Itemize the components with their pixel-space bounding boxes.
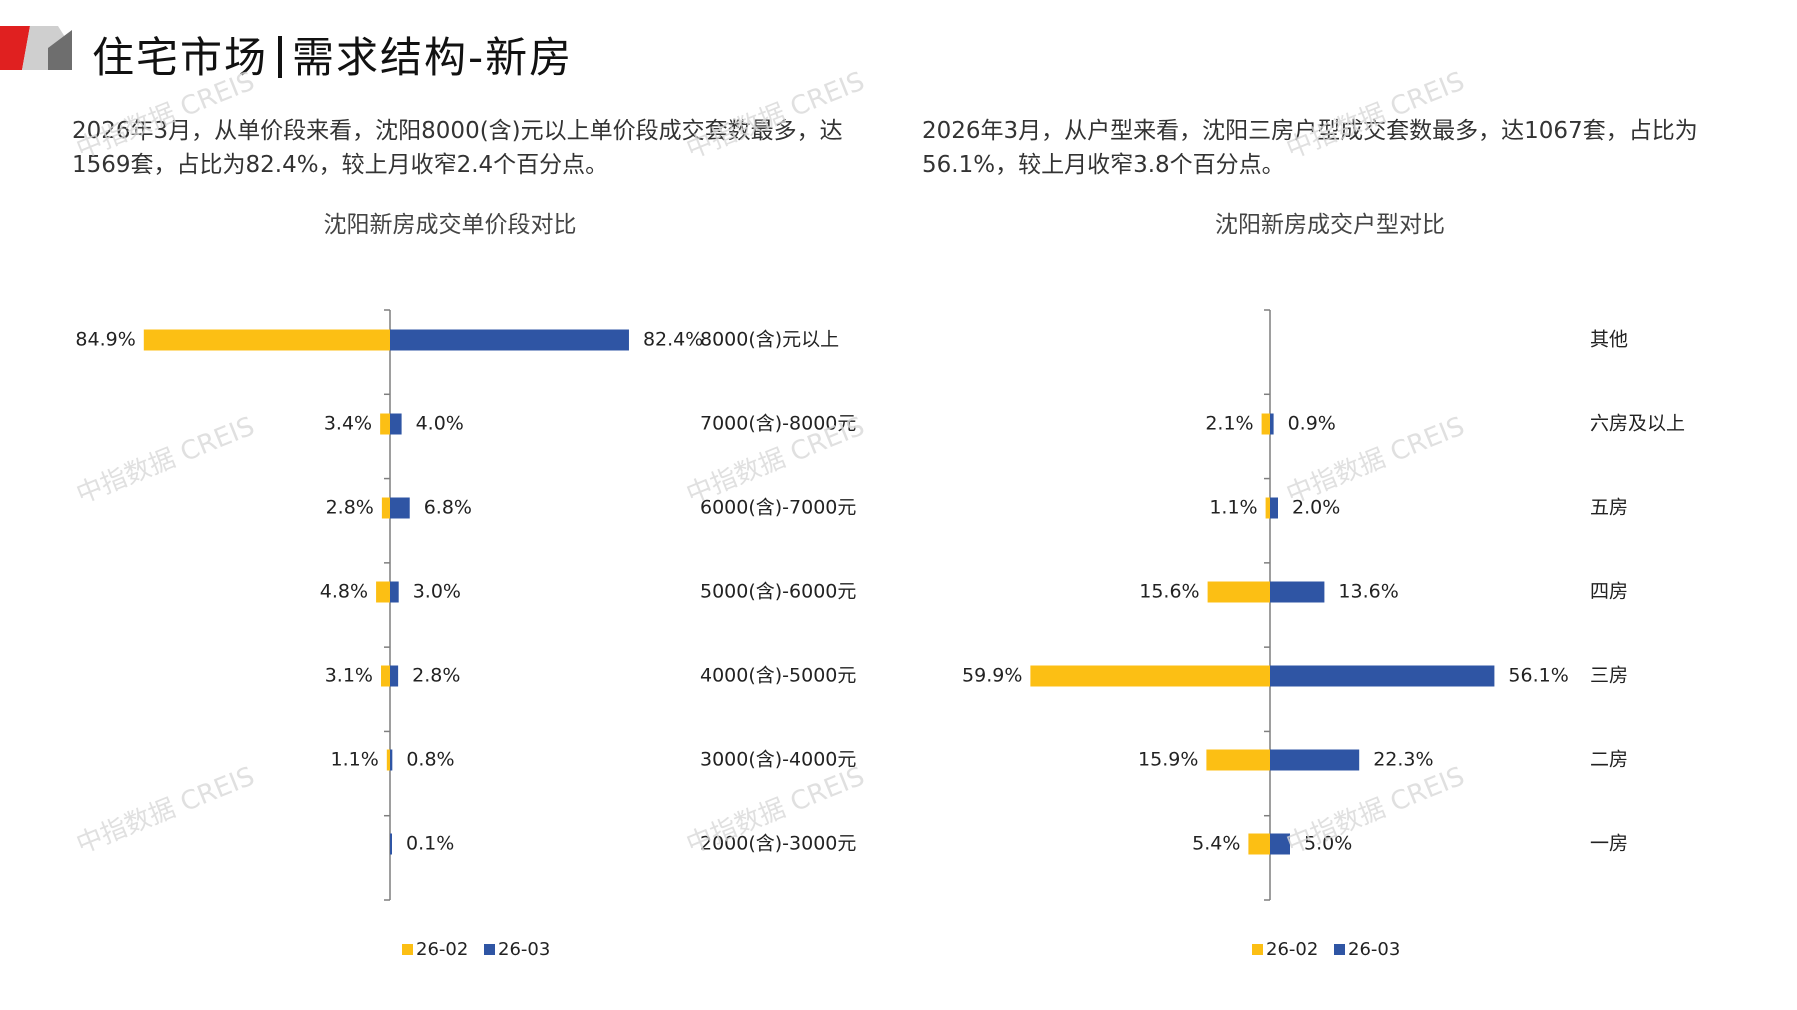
category-label: 5000(含)-6000元 [700, 581, 856, 603]
data-label-26-03: 56.1% [1508, 665, 1568, 687]
data-label-26-03: 0.1% [406, 833, 454, 855]
category-label: 4000(含)-5000元 [700, 665, 856, 687]
category-label: 一房 [1590, 833, 1628, 855]
category-label: 2000(含)-3000元 [700, 833, 856, 855]
bar-26-02 [1261, 413, 1270, 435]
data-label-26-03: 2.8% [412, 665, 460, 687]
bar-26-03 [1270, 581, 1325, 603]
page-header: 住宅市场 需求结构-新房 [0, 20, 800, 82]
bar-26-03 [390, 413, 402, 435]
page-title: 住宅市场 需求结构-新房 [92, 24, 573, 85]
page-title-sub: 需求结构-新房 [292, 33, 574, 82]
chart-room-panel: 沈阳新房成交户型对比 其他六房及以上 2.1% 0.9% 五房 1.1% 2.0% 四房 15… [900, 205, 1760, 995]
description-right: 2026年3月，从户型来看，沈阳三房户型成交套数最多，达1067套，占比为56.… [922, 118, 1698, 178]
category-label: 三房 [1590, 665, 1628, 687]
data-label-26-02: 2.1% [1205, 413, 1253, 435]
bar-26-02 [1248, 833, 1270, 855]
data-label-26-02: 3.1% [325, 665, 373, 687]
data-label-26-03: 22.3% [1373, 749, 1433, 771]
legend-label-26-02: 26-02 [416, 939, 468, 960]
legend-swatch-26-03 [484, 944, 495, 955]
category-label: 五房 [1590, 497, 1628, 519]
data-label-26-02: 15.6% [1139, 581, 1199, 603]
bar-26-02 [1206, 749, 1270, 771]
bar-26-03 [390, 581, 399, 603]
data-label-26-03: 4.0% [416, 413, 464, 435]
data-label-26-02: 4.8% [320, 581, 368, 603]
category-label: 6000(含)-7000元 [700, 497, 856, 519]
data-label-26-03: 5.0% [1304, 833, 1352, 855]
bar-26-02 [1207, 581, 1270, 603]
chart-title-room: 沈阳新房成交户型对比 [1215, 212, 1445, 238]
category-label: 3000(含)-4000元 [700, 749, 856, 771]
bar-26-03 [1270, 665, 1495, 687]
legend-label-26-03: 26-03 [1348, 939, 1400, 960]
bar-26-03 [390, 497, 410, 519]
bar-26-02 [386, 749, 390, 771]
legend-label-26-03: 26-03 [498, 939, 550, 960]
data-label-26-03: 2.0% [1292, 497, 1340, 519]
data-label-26-03: 0.8% [406, 749, 454, 771]
data-label-26-02: 5.4% [1192, 833, 1240, 855]
bar-26-02 [380, 413, 390, 435]
category-label: 8000(含)元以上 [700, 329, 839, 351]
data-label-26-02: 2.8% [326, 497, 374, 519]
bar-26-03 [1270, 413, 1274, 435]
data-label-26-02: 1.1% [331, 749, 379, 771]
data-label-26-02: 3.4% [324, 413, 372, 435]
bar-26-02 [381, 497, 390, 519]
category-label: 7000(含)-8000元 [700, 413, 856, 435]
title-separator [278, 36, 283, 78]
data-label-26-03: 82.4% [643, 329, 703, 351]
bar-26-03 [390, 329, 629, 351]
legend-swatch-26-02 [1252, 944, 1263, 955]
bar-26-03 [1270, 497, 1278, 519]
category-label: 六房及以上 [1590, 413, 1685, 435]
data-label-26-02: 59.9% [962, 665, 1022, 687]
bar-26-02 [1265, 497, 1270, 519]
bar-26-03 [390, 665, 399, 687]
data-label-26-03: 6.8% [424, 497, 472, 519]
data-label-26-03: 13.6% [1338, 581, 1398, 603]
data-label-26-02: 84.9% [75, 329, 135, 351]
chart-price-svg: 8000(含)元以上 84.9% 82.4% 7000(含)-8000元 3.4% 4.0… [75, 309, 856, 960]
bar-26-02 [376, 581, 390, 603]
bar-26-02 [1030, 665, 1270, 687]
chart-price-panel: 沈阳新房成交单价段对比 8000(含)元以上 84.9% 82.4% 7000(含)-… [20, 205, 880, 995]
data-label-26-02: 1.1% [1209, 497, 1257, 519]
category-label: 其他 [1590, 329, 1628, 351]
bar-26-03 [1270, 749, 1360, 771]
page-title-main: 住宅市场 [92, 33, 269, 82]
bar-26-03 [1270, 833, 1290, 855]
legend-swatch-26-02 [402, 944, 413, 955]
category-label: 二房 [1590, 749, 1628, 771]
logo-icon [0, 26, 72, 70]
legend-label-26-02: 26-02 [1266, 939, 1318, 960]
bar-26-02 [381, 665, 390, 687]
data-label-26-02: 15.9% [1138, 749, 1198, 771]
bar-26-03 [390, 749, 393, 771]
data-label-26-03: 0.9% [1288, 413, 1336, 435]
legend-swatch-26-03 [1334, 944, 1345, 955]
bar-26-03 [390, 833, 392, 855]
description-left: 2026年3月，从单价段来看，沈阳8000(含)元以上单价段成交套数最多，达15… [72, 118, 843, 178]
bar-26-02 [143, 329, 390, 351]
chart-title-price: 沈阳新房成交单价段对比 [323, 212, 577, 238]
category-label: 四房 [1590, 581, 1628, 603]
data-label-26-03: 3.0% [413, 581, 461, 603]
